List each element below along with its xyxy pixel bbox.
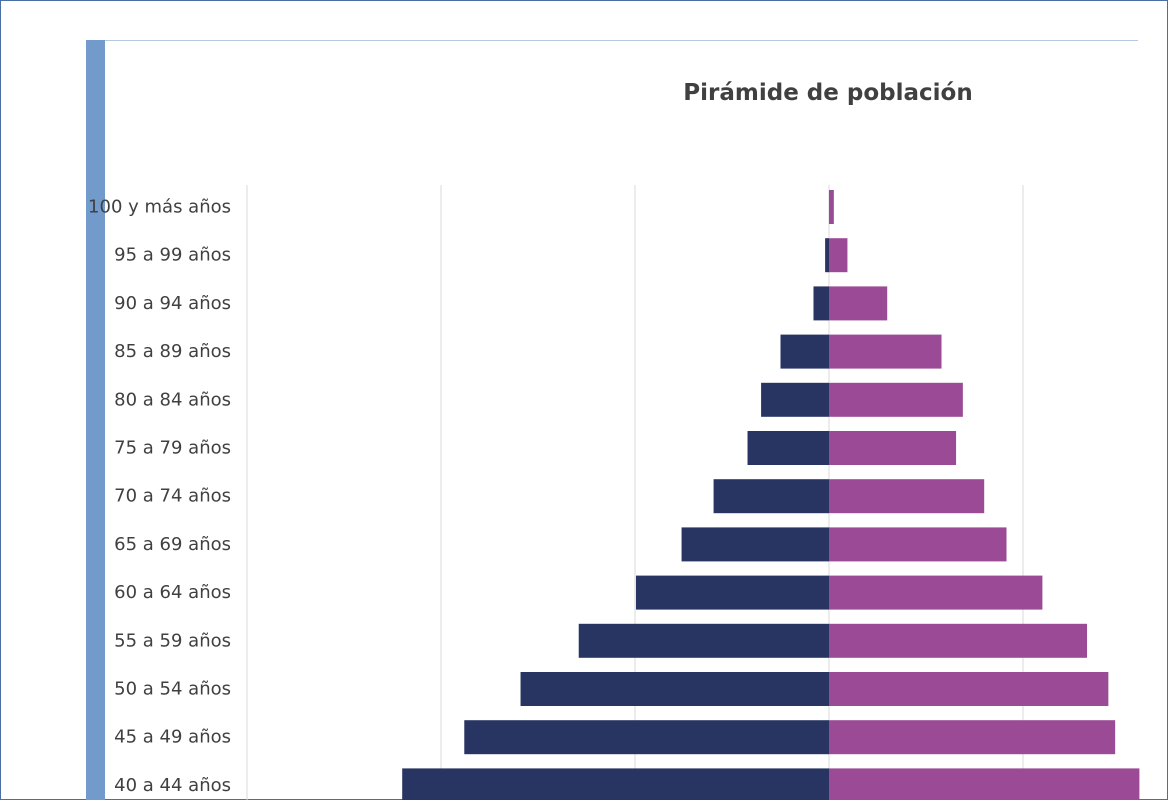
bar-left [402, 768, 829, 800]
left-accent-bar [86, 40, 105, 800]
bar-right [829, 768, 1140, 800]
bar-left [713, 479, 829, 514]
bar-right [829, 334, 942, 369]
bar-left [520, 672, 829, 706]
bar-right [829, 720, 1116, 755]
top-rule [105, 40, 1138, 41]
bar-left [825, 238, 829, 273]
bar-right [829, 431, 957, 465]
category-label: 55 a 59 años [114, 630, 231, 651]
category-label: 85 a 89 años [114, 341, 231, 362]
category-label: 60 a 64 años [114, 582, 231, 603]
category-label: 50 a 54 años [114, 679, 231, 700]
bar-right [829, 286, 888, 321]
bars [402, 190, 1140, 800]
bar-left [681, 527, 829, 562]
bar-right [829, 382, 963, 417]
bar-right [829, 527, 1007, 562]
category-label: 45 a 49 años [114, 727, 231, 748]
bar-right [829, 623, 1088, 658]
category-label: 80 a 84 años [114, 389, 231, 410]
bar-right [829, 672, 1109, 706]
category-label: 95 a 99 años [114, 245, 231, 266]
bar-left [635, 575, 829, 610]
bar-left [464, 720, 829, 755]
category-label: 100 y más años [88, 197, 231, 218]
category-labels: 100 y más años 95 a 99 años 90 a 94 años 85… [88, 197, 231, 796]
bar-right [829, 575, 1043, 610]
bar-right [829, 479, 985, 514]
category-label: 90 a 94 años [114, 293, 231, 314]
bar-left [780, 334, 829, 369]
bar-left [578, 623, 829, 658]
category-label: 40 a 44 años [114, 775, 231, 796]
category-label: 70 a 74 años [114, 486, 231, 507]
bar-left [813, 286, 829, 321]
bar-left [761, 382, 829, 417]
category-label: 65 a 69 años [114, 534, 231, 555]
bar-right [829, 238, 848, 273]
bar-left [747, 431, 829, 465]
chart-title: Pirámide de población [683, 80, 973, 106]
category-label: 75 a 79 años [114, 438, 231, 459]
bar-right [829, 190, 834, 224]
